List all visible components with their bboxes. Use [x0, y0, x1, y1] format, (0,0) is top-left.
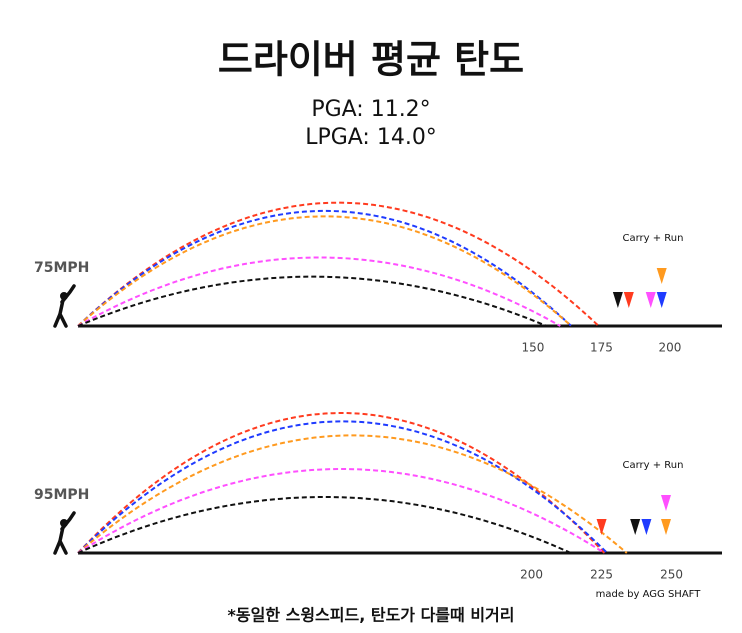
speed-label: 75MPH [34, 260, 89, 276]
credit: made by AGG SHAFT [596, 589, 702, 600]
trajectory-arc [77, 275, 548, 327]
trajectory-arc [77, 496, 572, 554]
trajectory-arc [77, 412, 606, 554]
carry-run-flag [641, 519, 652, 535]
annotation: Carry + Run [623, 233, 684, 244]
carry-run-flag [656, 268, 667, 284]
carry-run-flag [630, 519, 641, 535]
trajectory-arc [77, 256, 561, 327]
golfer-icon [53, 284, 76, 328]
x-tick-label: 200 [658, 341, 681, 355]
trajectory-arc [77, 468, 605, 554]
trajectory-arc [77, 210, 572, 327]
x-tick-label: 250 [660, 568, 683, 582]
subtitle: PGA: 11.2° [311, 97, 430, 122]
footnote: *동일한 스윙스피드, 탄도가 다를때 비거리 [228, 606, 515, 625]
carry-run-flag [645, 292, 656, 308]
x-tick-label: 200 [520, 568, 543, 582]
carry-run-flag [596, 519, 607, 535]
x-tick-label: 175 [590, 341, 613, 355]
carry-run-flag [623, 292, 634, 308]
annotation: Carry + Run [623, 460, 684, 471]
golfer-body [53, 284, 76, 328]
carry-run-flag [612, 292, 623, 308]
x-tick-label: 150 [521, 341, 544, 355]
golfer-body [53, 511, 76, 555]
carry-run-flag [661, 519, 671, 535]
trajectory-arc [77, 215, 572, 327]
trajectory-arc [77, 434, 628, 554]
speed-label: 95MPH [34, 487, 89, 503]
trajectory-arc [77, 420, 608, 554]
carry-run-flag [656, 292, 667, 308]
golfer-icon [53, 511, 76, 555]
x-tick-label: 225 [590, 568, 613, 582]
carry-run-flag [661, 495, 671, 511]
subtitle: LPGA: 14.0° [305, 125, 437, 150]
title: 드라이버 평균 탄도 [218, 38, 524, 82]
